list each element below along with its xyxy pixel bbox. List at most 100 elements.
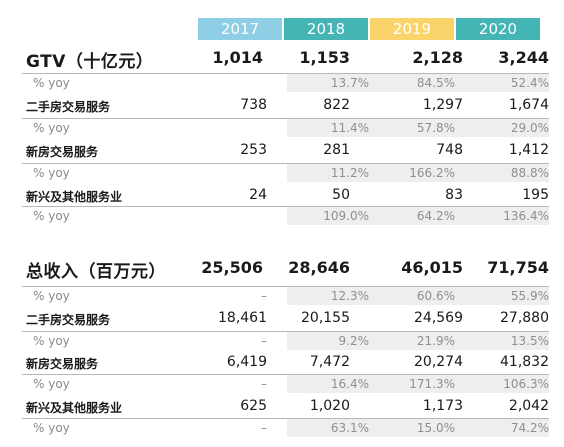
yoy-2020: 55.9% bbox=[510, 289, 549, 303]
value-2017: 738 bbox=[240, 97, 267, 113]
year-header-2018: 2018 bbox=[284, 18, 368, 40]
yoy-2018: 63.1% bbox=[330, 421, 369, 435]
value-2017: 25,506 bbox=[201, 258, 263, 277]
row-divider bbox=[22, 118, 549, 119]
yoy-2019: 15.0% bbox=[416, 421, 455, 435]
value-2019: 2,128 bbox=[412, 48, 463, 67]
yoy-row: % yoy 13.7% 84.5% 52.4% bbox=[0, 73, 564, 92]
value-2018: 50 bbox=[332, 187, 350, 203]
row-divider bbox=[22, 163, 549, 164]
value-2019: 24,569 bbox=[414, 310, 463, 326]
yoy-row: % yoy – 16.4% 171.3% 106.3% bbox=[0, 374, 564, 393]
yoy-2019: 21.9% bbox=[416, 334, 455, 348]
gtv-segment-row: 新兴及其他服务业 24 50 83 195 bbox=[0, 184, 564, 206]
row-divider bbox=[22, 206, 549, 207]
revenue-title: 总收入（百万元） bbox=[26, 262, 166, 282]
yoy-2020: 52.4% bbox=[510, 76, 549, 90]
yoy-label: % yoy bbox=[33, 121, 70, 135]
value-2020: 1,412 bbox=[508, 142, 549, 158]
revenue-segment-row: 二手房交易服务 18,461 20,155 24,569 27,880 bbox=[0, 307, 564, 329]
row-divider bbox=[22, 286, 549, 287]
value-2020: 3,244 bbox=[498, 48, 549, 67]
yoy-2019: 64.2% bbox=[416, 209, 455, 223]
value-2018: 281 bbox=[323, 142, 350, 158]
yoy-2018: 109.0% bbox=[323, 209, 369, 223]
yoy-shade bbox=[287, 119, 549, 137]
gtv-segment-row: 新房交易服务 253 281 748 1,412 bbox=[0, 139, 564, 161]
value-2020: 27,880 bbox=[500, 310, 549, 326]
yoy-label: % yoy bbox=[33, 377, 70, 391]
yoy-row: % yoy 11.4% 57.8% 29.0% bbox=[0, 118, 564, 137]
yoy-2018: 12.3% bbox=[330, 289, 369, 303]
yoy-shade bbox=[287, 74, 549, 92]
value-2017: 6,419 bbox=[226, 354, 267, 370]
segment-label: 新兴及其他服务业 bbox=[26, 401, 123, 415]
yoy-row: % yoy – 9.2% 21.9% 13.5% bbox=[0, 331, 564, 350]
value-2020: 41,832 bbox=[500, 354, 549, 370]
yoy-2020: 13.5% bbox=[510, 334, 549, 348]
yoy-row: % yoy 109.0% 64.2% 136.4% bbox=[0, 206, 564, 225]
yoy-2019: 60.6% bbox=[416, 289, 455, 303]
segment-label: 新房交易服务 bbox=[26, 357, 99, 371]
year-header-2019: 2019 bbox=[370, 18, 454, 40]
value-2018: 28,646 bbox=[288, 258, 350, 277]
yoy-shade bbox=[287, 207, 549, 225]
yoy-2020: 106.3% bbox=[503, 377, 549, 391]
value-2019: 748 bbox=[436, 142, 463, 158]
yoy-row: % yoy – 63.1% 15.0% 74.2% bbox=[0, 418, 564, 437]
year-header-2017: 2017 bbox=[198, 18, 282, 40]
segment-label: 二手房交易服务 bbox=[26, 100, 111, 114]
revenue-total-row: 总收入（百万元） 25,506 28,646 46,015 71,754 bbox=[0, 254, 564, 282]
gtv-segment-row: 二手房交易服务 738 822 1,297 1,674 bbox=[0, 94, 564, 116]
segment-label: 二手房交易服务 bbox=[26, 313, 111, 327]
value-2018: 20,155 bbox=[301, 310, 350, 326]
value-2017: 18,461 bbox=[218, 310, 267, 326]
yoy-2019: 171.3% bbox=[409, 377, 455, 391]
revenue-segment-row: 新房交易服务 6,419 7,472 20,274 41,832 bbox=[0, 351, 564, 373]
value-2019: 83 bbox=[445, 187, 463, 203]
value-2017: 625 bbox=[240, 398, 267, 414]
year-header-2020: 2020 bbox=[456, 18, 540, 40]
yoy-2018: 9.2% bbox=[338, 334, 370, 348]
yoy-2020: 29.0% bbox=[510, 121, 549, 135]
yoy-2017: – bbox=[261, 421, 267, 435]
value-2018: 1,153 bbox=[299, 48, 350, 67]
row-divider bbox=[22, 418, 549, 419]
yoy-shade bbox=[287, 375, 549, 393]
row-divider bbox=[22, 73, 549, 74]
value-2018: 7,472 bbox=[309, 354, 350, 370]
yoy-shade bbox=[287, 287, 549, 305]
value-2018: 1,020 bbox=[309, 398, 350, 414]
yoy-2018: 11.4% bbox=[330, 121, 369, 135]
yoy-row: % yoy – 12.3% 60.6% 55.9% bbox=[0, 286, 564, 305]
value-2020: 2,042 bbox=[508, 398, 549, 414]
yoy-shade bbox=[287, 419, 549, 437]
yoy-label: % yoy bbox=[33, 209, 70, 223]
value-2020: 1,674 bbox=[508, 97, 549, 113]
value-2020: 195 bbox=[522, 187, 549, 203]
value-2019: 1,297 bbox=[422, 97, 463, 113]
yoy-2018: 13.7% bbox=[330, 76, 369, 90]
yoy-label: % yoy bbox=[33, 166, 70, 180]
yoy-label: % yoy bbox=[33, 421, 70, 435]
value-2019: 1,173 bbox=[422, 398, 463, 414]
row-divider bbox=[22, 374, 549, 375]
yoy-2017: – bbox=[261, 377, 267, 391]
value-2018: 822 bbox=[323, 97, 350, 113]
yoy-shade bbox=[287, 164, 549, 182]
yoy-2019: 57.8% bbox=[416, 121, 455, 135]
value-2017: 24 bbox=[249, 187, 267, 203]
value-2017: 253 bbox=[240, 142, 267, 158]
yoy-2017: – bbox=[261, 334, 267, 348]
yoy-2020: 88.8% bbox=[510, 166, 549, 180]
yoy-label: % yoy bbox=[33, 334, 70, 348]
gtv-title: GTV（十亿元） bbox=[26, 52, 154, 72]
gtv-total-row: GTV（十亿元） 1,014 1,153 2,128 3,244 bbox=[0, 44, 564, 72]
yoy-label: % yoy bbox=[33, 76, 70, 90]
yoy-row: % yoy 11.2% 166.2% 88.8% bbox=[0, 163, 564, 182]
value-2019: 46,015 bbox=[401, 258, 463, 277]
value-2020: 71,754 bbox=[487, 258, 549, 277]
yoy-shade bbox=[287, 332, 549, 350]
yoy-2020: 136.4% bbox=[503, 209, 549, 223]
